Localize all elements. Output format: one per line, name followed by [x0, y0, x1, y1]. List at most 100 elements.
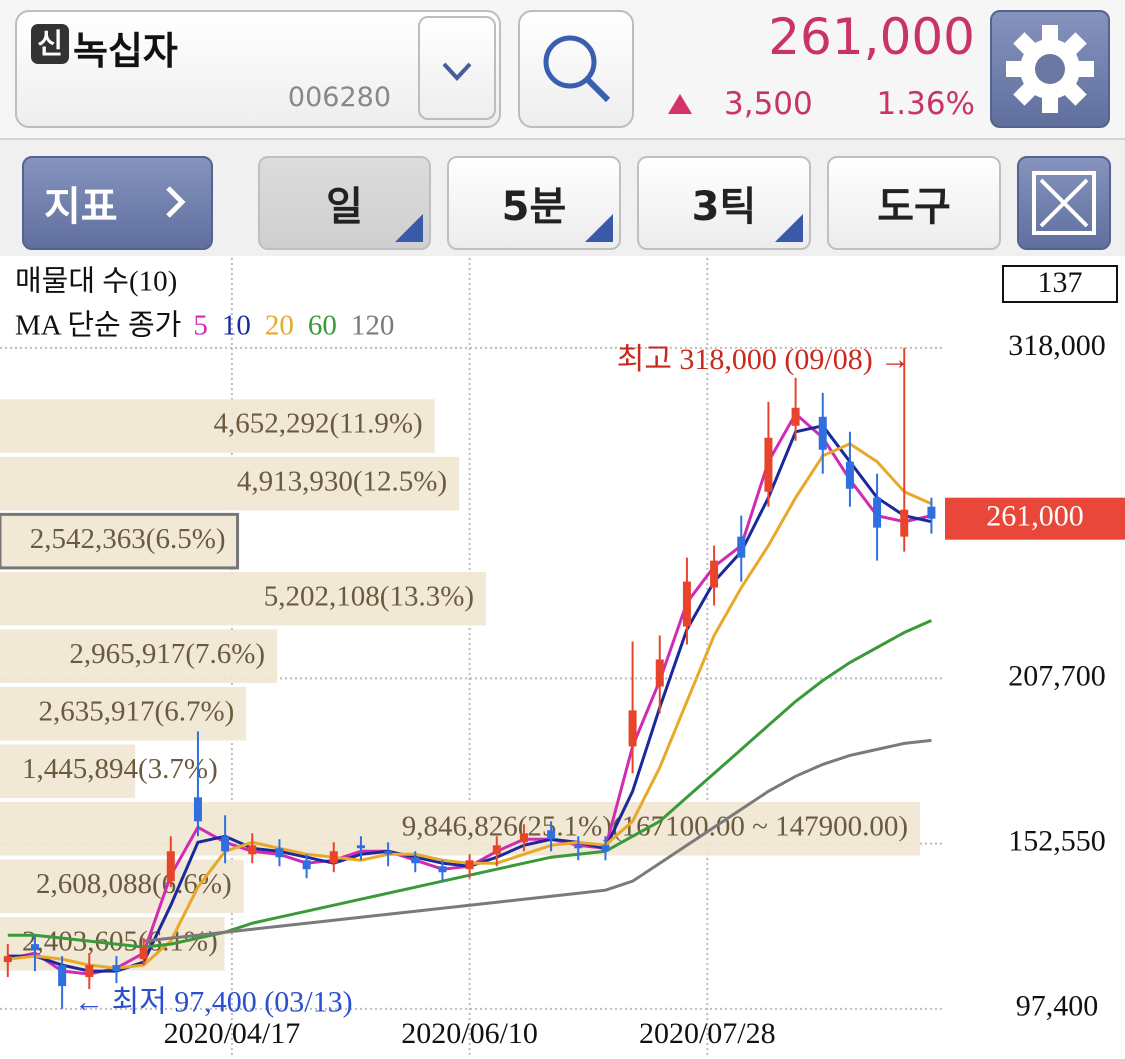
tools-button[interactable]: 도구	[827, 156, 1001, 250]
indicator-title: 매물대 수(10)	[15, 265, 177, 298]
volume-profile-label: 4,913,930(12.5%)	[237, 465, 447, 497]
volume-profile-bar	[0, 629, 278, 683]
corner-triangle	[775, 214, 803, 242]
legend-entry: 5	[193, 310, 208, 342]
candle-body	[356, 845, 365, 849]
count-box	[1002, 265, 1118, 303]
volume-profile-bar	[0, 399, 435, 453]
candle-body	[248, 845, 257, 855]
candle-body	[601, 845, 610, 852]
current-price-tag	[945, 497, 1125, 540]
volume-profile-bar	[0, 456, 460, 511]
candle-body	[411, 857, 420, 864]
legend-entry: 120	[351, 310, 395, 342]
price-annotation: 최고 318,000 (09/08) →	[617, 343, 911, 376]
count-label: 137	[1038, 266, 1083, 299]
candle-body	[547, 830, 556, 840]
price-annotation: ← 최저 97,400 (03/13)	[74, 986, 353, 1019]
ma-legend-title: MA 단순 종가	[15, 309, 181, 342]
x-tick-label: 2020/06/10	[401, 1017, 538, 1050]
expand-button[interactable]	[1017, 156, 1111, 250]
volume-profile-label: 9,846,826(25.1%)(167100.00 ~ 147900.00)	[402, 810, 908, 842]
current-price-label: 261,000	[986, 500, 1084, 533]
period-tick-button[interactable]: 3틱	[637, 156, 811, 250]
candle-body	[302, 860, 311, 870]
x-tick-label: 2020/04/17	[164, 1017, 301, 1050]
settings-button[interactable]	[990, 10, 1110, 128]
candle-body	[275, 848, 284, 858]
corner-triangle	[395, 214, 423, 242]
x-tick-label: 2020/07/28	[639, 1017, 776, 1050]
volume-profile-label: 4,652,292(11.9%)	[214, 408, 423, 440]
search-button[interactable]	[518, 10, 634, 128]
candle-body	[193, 797, 202, 822]
y-tick-label: 318,000	[1008, 329, 1106, 362]
candle-body	[3, 956, 12, 963]
candle-body	[112, 965, 121, 972]
market-badge: 신	[31, 24, 69, 64]
volume-profile-label: 2,635,917(6.7%)	[39, 695, 235, 727]
period-day-label: 일	[326, 184, 363, 230]
period-minute-button[interactable]: 5분	[447, 156, 621, 250]
volume-profile-bar	[0, 512, 240, 570]
candle-body	[30, 944, 39, 951]
current-price: 261,000	[768, 8, 975, 66]
stock-code: 006280	[287, 82, 391, 113]
indicator-label: 지표	[44, 184, 118, 230]
candle-body	[818, 416, 827, 450]
period-minute-label: 5분	[501, 184, 567, 230]
candle-body	[492, 845, 501, 855]
y-tick-label: 152,550	[1008, 825, 1106, 858]
candle-body	[900, 509, 909, 537]
up-arrow-icon	[668, 94, 692, 114]
change-rate: 1.36%	[876, 86, 975, 122]
candle-body	[574, 845, 583, 849]
volume-profile-bar	[0, 859, 244, 914]
candle-body	[845, 461, 854, 489]
volume-profile-label: 1,445,894(3.7%)	[22, 753, 218, 785]
candle-body	[465, 860, 474, 870]
corner-triangle	[585, 214, 613, 242]
candle-body	[655, 659, 664, 687]
tools-label: 도구	[877, 184, 951, 230]
expand-icon	[1032, 171, 1096, 235]
candle-body	[791, 407, 800, 426]
legend-entry: 60	[308, 310, 337, 342]
dropdown-button[interactable]	[418, 16, 496, 120]
legend-entry: 20	[265, 310, 294, 342]
candle-body	[166, 851, 175, 882]
stock-name: 녹십자	[73, 29, 178, 73]
candle-body	[710, 560, 719, 588]
candle-body	[628, 710, 637, 747]
candle-body	[519, 833, 528, 843]
chevron-right-icon	[166, 186, 186, 218]
candle-body	[764, 437, 773, 492]
chevron-icon	[442, 62, 472, 81]
candle-body	[329, 851, 338, 864]
volume-profile-label: 5,202,108(13.3%)	[264, 580, 474, 612]
candle-body	[58, 965, 67, 987]
search-icon	[543, 35, 611, 103]
volume-profile-bar	[0, 686, 247, 741]
candle-body	[438, 866, 447, 873]
volume-profile-label: 2,965,917(7.6%)	[69, 638, 265, 670]
y-tick-label: 97,400	[1016, 990, 1099, 1023]
period-day-button[interactable]: 일	[258, 156, 431, 250]
candle-body	[139, 947, 148, 960]
volume-profile-label: 2,542,363(6.5%)	[30, 523, 226, 555]
volume-profile-bar	[0, 571, 487, 626]
volume-profile-label: 2,608,088(6.6%)	[36, 868, 232, 900]
candle-body	[384, 851, 393, 855]
price-change: 3,500	[724, 86, 813, 122]
gear-icon	[1006, 25, 1094, 113]
moving-average-line	[143, 738, 932, 943]
candle-body	[682, 581, 691, 627]
candle-body	[927, 506, 936, 519]
volume-profile-bar	[0, 744, 136, 799]
legend-entry: 10	[222, 310, 251, 342]
period-tick-label: 3틱	[691, 184, 757, 230]
indicator-button[interactable]: 지표	[22, 156, 213, 250]
candle-body	[737, 536, 746, 558]
